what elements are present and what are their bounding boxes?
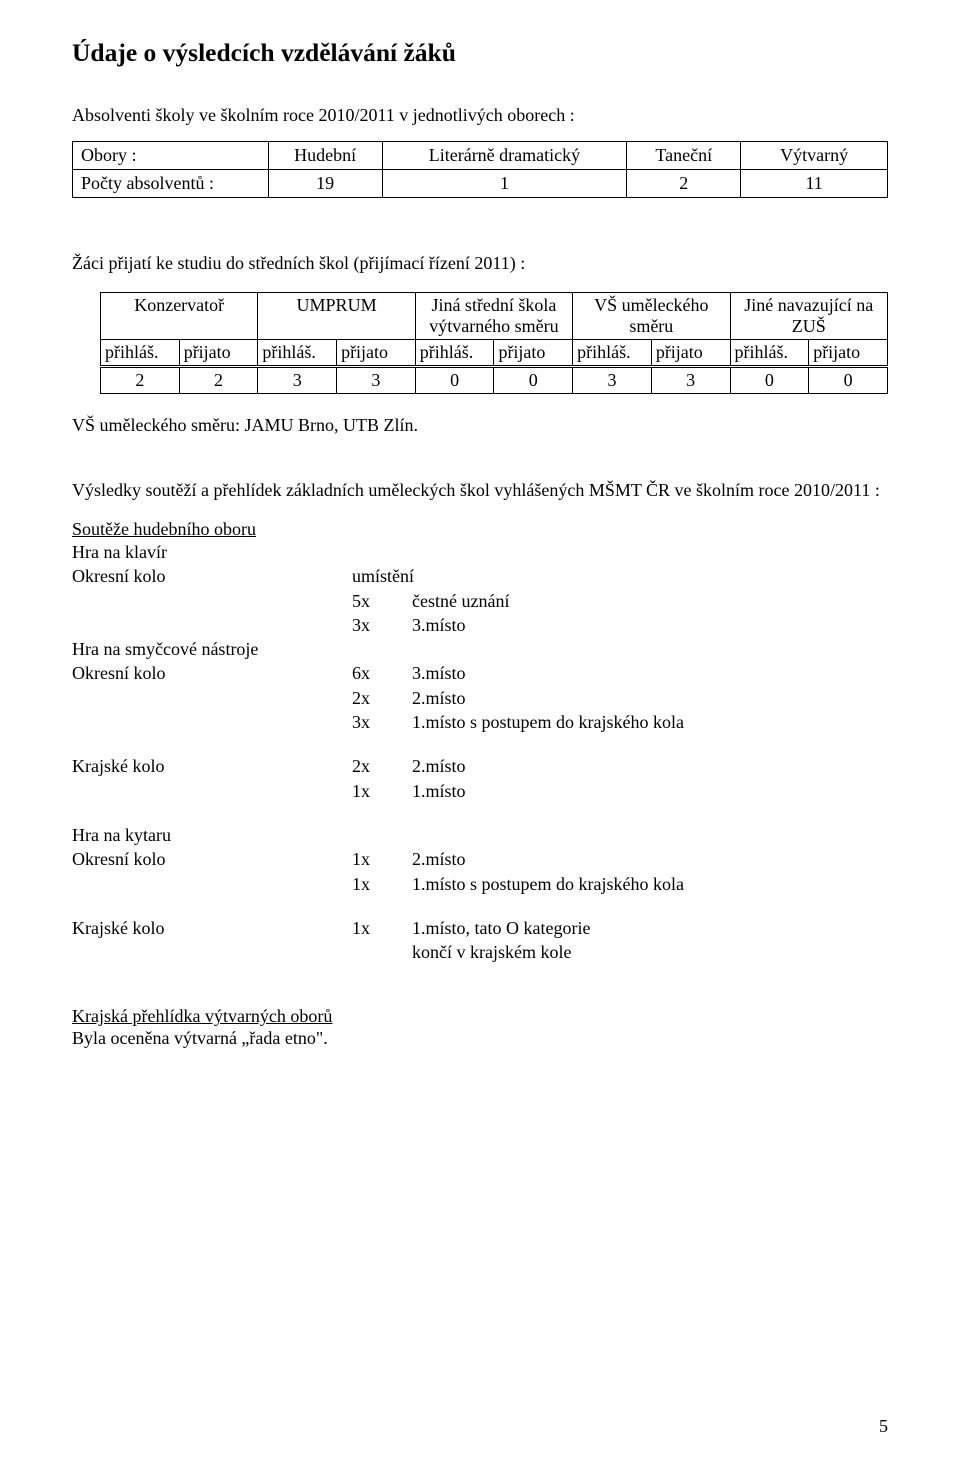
- count: 3x: [352, 613, 412, 637]
- result-text: končí v krajském kole: [412, 940, 888, 964]
- spacer: [352, 940, 412, 964]
- cell: 11: [741, 169, 888, 197]
- okresni-label: Okresní kolo: [72, 564, 352, 588]
- result-text: čestné uznání: [412, 589, 888, 613]
- art-section-title: Krajská přehlídka výtvarných oborů: [72, 1006, 888, 1027]
- count: 3x: [352, 710, 412, 734]
- intro-graduates: Absolventi školy ve školním roce 2010/20…: [72, 104, 888, 127]
- cell: 3: [651, 367, 730, 394]
- col-header: Literárně dramatický: [382, 141, 627, 169]
- spacer: [72, 686, 352, 710]
- page-number: 5: [879, 1416, 888, 1437]
- sub-header: přijato: [337, 340, 416, 367]
- page: Údaje o výsledcích vzdělávání žáků Absol…: [0, 0, 960, 1465]
- piano-title: Hra na klavír: [72, 540, 888, 564]
- cell: 2: [627, 169, 741, 197]
- count: 2x: [352, 686, 412, 710]
- col-header: Obory :: [73, 141, 269, 169]
- col-header: UMPRUM: [258, 293, 415, 340]
- spacer: [72, 710, 352, 734]
- strings-title: Hra na smyčcové nástroje: [72, 637, 888, 661]
- spacer: [72, 613, 352, 637]
- count: 5x: [352, 589, 412, 613]
- sub-header: přihláš.: [258, 340, 337, 367]
- table-row: 2 2 3 3 0 0 3 3 0 0: [101, 367, 888, 394]
- row-label: Počty absolventů :: [73, 169, 269, 197]
- spacer: [72, 589, 352, 613]
- result-text: 2.místo: [412, 754, 888, 778]
- result-text: 1.místo s postupem do krajského kola: [412, 710, 888, 734]
- spacer: [72, 940, 352, 964]
- sub-header: přihláš.: [573, 340, 652, 367]
- intro-accepted: Žáci přijatí ke studiu do středních škol…: [72, 252, 888, 275]
- table-row: Počty absolventů : 19 1 2 11: [73, 169, 888, 197]
- table-row: Obory : Hudební Literárně dramatický Tan…: [73, 141, 888, 169]
- krajske-label: Krajské kolo: [72, 916, 352, 940]
- cell: 19: [268, 169, 382, 197]
- count: 1x: [352, 847, 412, 871]
- sub-header: přijato: [494, 340, 573, 367]
- spacer: [72, 803, 888, 823]
- result-text: 1.místo, tato O kategorie: [412, 916, 888, 940]
- col-header: VŠ uměleckého směru: [573, 293, 730, 340]
- sub-header: přijato: [651, 340, 730, 367]
- page-title: Údaje o výsledcích vzdělávání žáků: [72, 38, 888, 68]
- guitar-title: Hra na kytaru: [72, 823, 888, 847]
- table-row: Konzervatoř UMPRUM Jiná střední škola vý…: [101, 293, 888, 340]
- spacer: [72, 872, 352, 896]
- count: 6x: [352, 661, 412, 685]
- graduates-table: Obory : Hudební Literárně dramatický Tan…: [72, 141, 888, 198]
- count: 2x: [352, 754, 412, 778]
- col-header: Taneční: [627, 141, 741, 169]
- result-text: 1.místo s postupem do krajského kola: [412, 872, 888, 896]
- col-header: Jiné navazující na ZUŠ: [730, 293, 888, 340]
- spacer: [72, 896, 888, 916]
- sub-header: přijato: [179, 340, 258, 367]
- vs-note: VŠ uměleckého směru: JAMU Brno, UTB Zlín…: [72, 414, 888, 437]
- sub-header: přihláš.: [415, 340, 494, 367]
- spacer: [72, 779, 352, 803]
- art-section-text: Byla oceněna výtvarná „řada etno".: [72, 1027, 888, 1050]
- count: 1x: [352, 916, 412, 940]
- cell: 3: [337, 367, 416, 394]
- umisteni-label: umístění: [352, 564, 888, 588]
- cell: 0: [730, 367, 809, 394]
- krajske-label: Krajské kolo: [72, 754, 352, 778]
- cell: 0: [494, 367, 573, 394]
- cell: 2: [179, 367, 258, 394]
- result-text: 2.místo: [412, 847, 888, 871]
- count: 1x: [352, 779, 412, 803]
- results-grid: Hra na klavír Okresní kolo umístění 5x č…: [72, 540, 888, 964]
- okresni-label: Okresní kolo: [72, 661, 352, 685]
- result-text: 1.místo: [412, 779, 888, 803]
- cell: 3: [573, 367, 652, 394]
- competitions-intro: Výsledky soutěží a přehlídek základních …: [72, 479, 888, 502]
- sub-header: přihláš.: [101, 340, 180, 367]
- col-header: Výtvarný: [741, 141, 888, 169]
- cell: 0: [809, 367, 888, 394]
- cell: 3: [258, 367, 337, 394]
- cell: 2: [101, 367, 180, 394]
- cell: 1: [382, 169, 627, 197]
- col-header: Konzervatoř: [101, 293, 258, 340]
- accepted-table: Konzervatoř UMPRUM Jiná střední škola vý…: [100, 292, 888, 394]
- cell: 0: [415, 367, 494, 394]
- count: 1x: [352, 872, 412, 896]
- col-header: Jiná střední škola výtvarného směru: [415, 293, 572, 340]
- table-row: přihláš. přijato přihláš. přijato přihlá…: [101, 340, 888, 367]
- result-text: 2.místo: [412, 686, 888, 710]
- sub-header: přijato: [809, 340, 888, 367]
- music-section-title: Soutěže hudebního oboru: [72, 519, 888, 540]
- col-header: Hudební: [268, 141, 382, 169]
- sub-header: přihláš.: [730, 340, 809, 367]
- spacer: [72, 734, 888, 754]
- result-text: 3.místo: [412, 661, 888, 685]
- okresni-label: Okresní kolo: [72, 847, 352, 871]
- result-text: 3.místo: [412, 613, 888, 637]
